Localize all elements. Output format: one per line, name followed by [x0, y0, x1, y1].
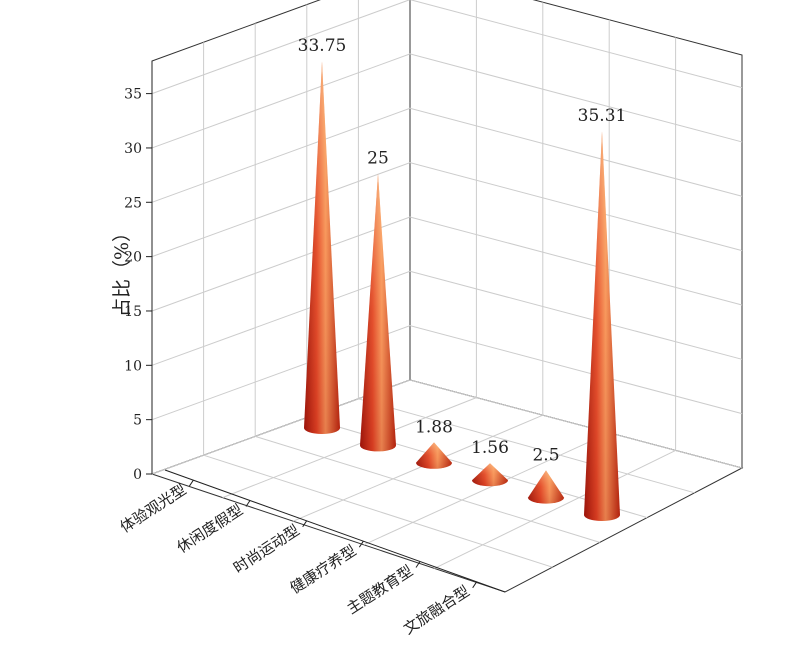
cone-shade [584, 131, 620, 521]
grid-line [151, 325, 743, 421]
x-tick-label: 文旅融合型 [400, 582, 473, 638]
marks: 33.75 25 1.88 1.56 2.5 35.31 [298, 36, 627, 521]
grid-line [151, 53, 743, 149]
y-tick-label: 15 [124, 304, 142, 320]
cone [472, 463, 508, 487]
cone [584, 131, 620, 521]
floor-grid [203, 454, 553, 568]
y-tick-label: 25 [124, 195, 142, 211]
cone [528, 470, 564, 504]
x-tick-label: 主题教育型 [343, 562, 416, 618]
grid-line [151, 379, 743, 475]
x-tick [302, 520, 308, 528]
x-tick-label: 休闲度假型 [173, 501, 246, 557]
x-tick [415, 561, 421, 568]
grid-line [151, 0, 743, 95]
grid-line [151, 162, 743, 258]
floor-grid [358, 398, 695, 494]
y-tick-label: 35 [124, 87, 142, 103]
cone-shade [360, 173, 396, 452]
value-label: 2.5 [532, 445, 559, 465]
value-label: 1.56 [471, 438, 509, 458]
y-tick-label: 10 [124, 358, 142, 374]
x-tick-label: 健康疗养型 [287, 541, 360, 597]
floor-grid [363, 432, 610, 546]
grid-line [151, 107, 743, 203]
frame: 0 5 10 15 20 25 30 35 体验观光型休闲度假型时尚运动型健康疗养型主题教育型文… [117, 0, 744, 638]
cone [360, 173, 396, 452]
y-tick-label: 30 [124, 141, 142, 157]
grid-line [151, 270, 743, 366]
cone [304, 61, 340, 434]
cone [416, 442, 452, 469]
floor-grid [222, 397, 477, 499]
y-tick-label: 20 [124, 250, 142, 266]
x-tick [358, 540, 364, 548]
x-tick [188, 479, 194, 487]
floor-grid [434, 449, 676, 569]
value-label: 33.75 [298, 36, 347, 56]
floor-grid [293, 414, 543, 522]
x-tick-label: 时尚运动型 [230, 521, 303, 577]
value-label: 25 [367, 149, 389, 169]
x-tick [472, 581, 478, 589]
cone-shade [304, 61, 340, 434]
floor-grid [255, 435, 600, 543]
y-tick-label: 0 [133, 467, 142, 483]
value-label: 1.88 [415, 417, 453, 437]
value-label: 35.31 [578, 106, 627, 126]
x-axis [164, 469, 506, 593]
y-axis-label: 占比（%） [111, 223, 133, 317]
x-tick [245, 500, 251, 507]
cone-shade [528, 470, 564, 504]
grid-line [151, 216, 743, 312]
cone-shade [416, 442, 452, 469]
y-tick-label: 5 [133, 413, 142, 429]
cone-shade [472, 463, 508, 487]
x-tick-label: 体验观光型 [117, 480, 190, 536]
